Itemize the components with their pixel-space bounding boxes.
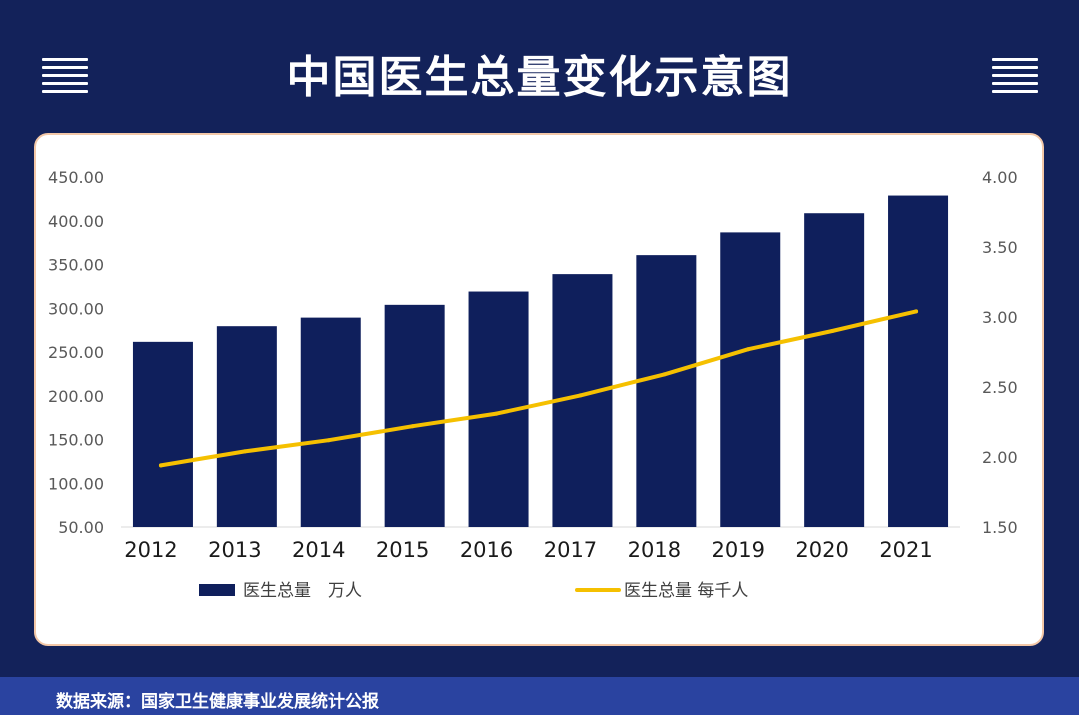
line-point: [662, 372, 667, 377]
bar: [384, 304, 445, 527]
page-title: 中国医生总量变化示意图: [286, 52, 793, 103]
x-tick-label: 2019: [712, 538, 765, 562]
menu-icon[interactable]: [42, 58, 88, 94]
y-right-tick-label: 2.50: [982, 378, 1018, 397]
x-tick-label: 2012: [124, 538, 177, 562]
bar: [888, 195, 949, 528]
y-right-tick-label: 3.00: [982, 308, 1018, 327]
x-tick-label: 2016: [460, 538, 513, 562]
y-left-tick-label: 250.00: [48, 343, 104, 362]
x-tick-label: 2013: [208, 538, 261, 562]
line-point: [410, 424, 415, 429]
data-source: 数据来源：国家卫生健康事业发展统计公报: [56, 692, 379, 712]
line-point: [578, 393, 583, 398]
x-tick-label: 2018: [628, 538, 681, 562]
bar: [216, 326, 277, 527]
chart: 50.00 100.00 150.00 200.00 250.00 300.00 350.0…: [48, 168, 1018, 601]
menu-icon[interactable]: [992, 58, 1038, 94]
line-point: [830, 329, 835, 333]
x-tick-label: 2021: [879, 538, 932, 562]
x-tick-label: 2017: [544, 538, 597, 562]
y-left-tick-label: 200.00: [48, 387, 104, 406]
y-right-tick-label: 3.50: [982, 238, 1018, 257]
chart-card: 50.00 100.00 150.00 200.00 250.00 300.00 350.0…: [34, 133, 1044, 646]
x-tick-label: 2015: [376, 538, 429, 562]
line-point: [242, 449, 247, 454]
line-point: [494, 411, 499, 416]
line-point: [746, 347, 751, 352]
y-left-tick-label: 100.00: [48, 474, 104, 493]
y-left-tick-label: 150.00: [48, 431, 104, 450]
legend-label-bar: 医生总量 万人: [243, 581, 362, 601]
legend-label-line: 医生总量 每千人: [624, 581, 748, 601]
legend-bar-swatch: [199, 584, 235, 596]
x-tick-label: 2020: [795, 538, 848, 562]
bar: [804, 213, 865, 527]
bar: [300, 317, 361, 527]
footer-band: 数据来源：国家卫生健康事业发展统计公报: [0, 677, 1079, 715]
y-left-tick-label: 50.00: [58, 518, 104, 537]
y-left-tick-label: 350.00: [48, 256, 104, 275]
bar: [132, 341, 193, 527]
bar: [720, 232, 781, 527]
y-right-tick-label: 2.00: [982, 448, 1018, 467]
y-left-tick-label: 450.00: [48, 168, 104, 187]
line-point: [914, 309, 919, 314]
line-point: [326, 438, 331, 443]
y-left-tick-label: 400.00: [48, 212, 104, 231]
y-right-tick-label: 1.50: [982, 518, 1018, 537]
bar: [636, 255, 697, 527]
y-right-tick-label: 4.00: [982, 168, 1018, 187]
y-left-tick-label: 300.00: [48, 299, 104, 318]
line-series: [158, 309, 919, 468]
line-point: [158, 463, 163, 468]
x-tick-label: 2014: [292, 538, 345, 562]
